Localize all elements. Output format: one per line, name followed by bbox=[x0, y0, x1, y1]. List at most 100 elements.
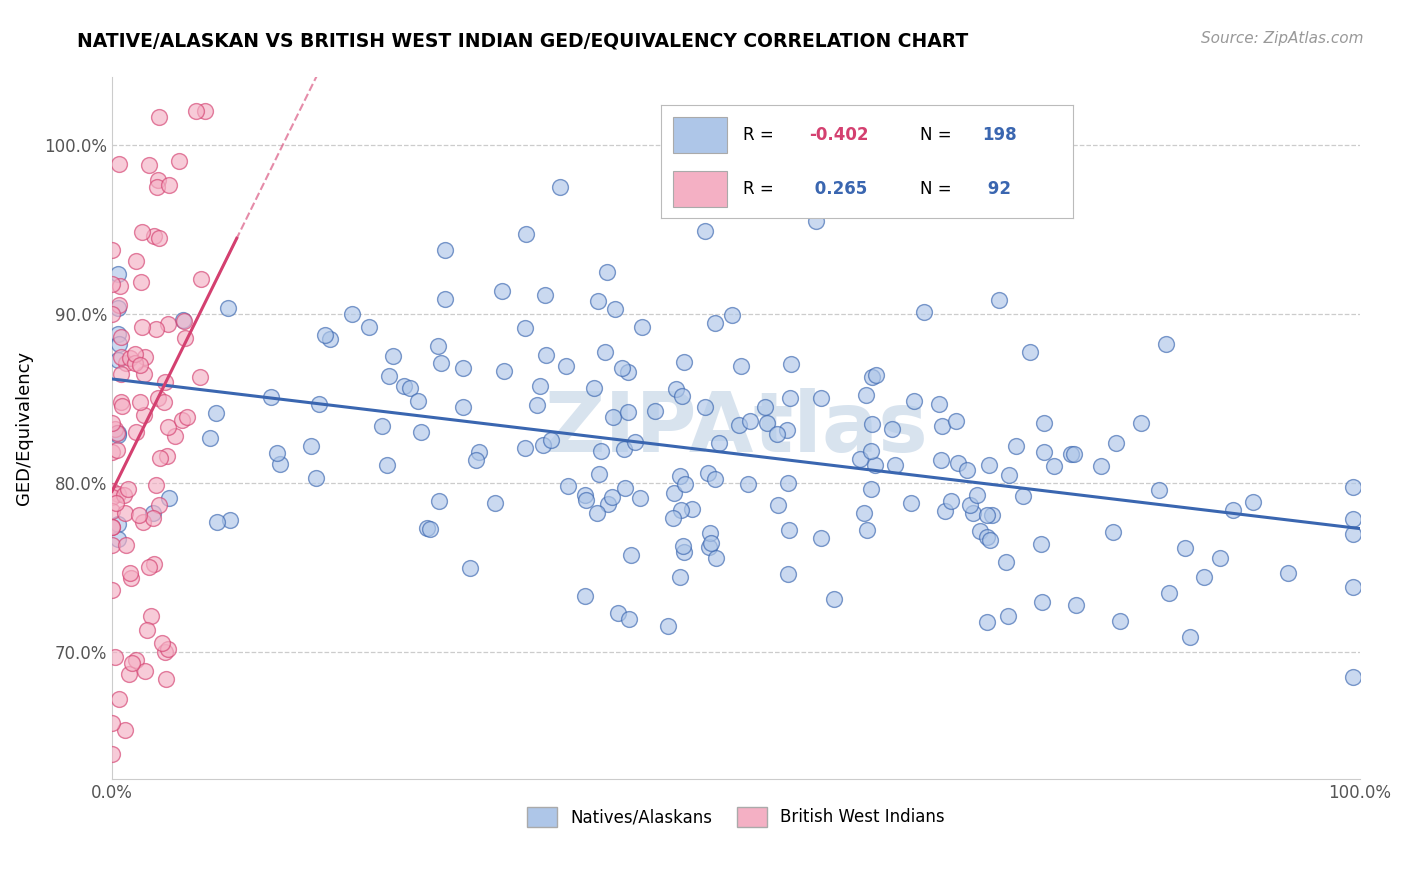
Point bbox=[900, 496, 922, 510]
Point bbox=[148, 498, 170, 512]
Point bbox=[134, 350, 156, 364]
Point bbox=[134, 664, 156, 678]
Point bbox=[104, 496, 127, 510]
Point bbox=[110, 351, 132, 365]
Point bbox=[146, 392, 169, 406]
Point bbox=[1154, 336, 1177, 351]
Point bbox=[146, 173, 169, 187]
Point bbox=[707, 436, 730, 450]
Point bbox=[104, 649, 127, 664]
Point bbox=[260, 390, 283, 404]
Point bbox=[1241, 495, 1264, 509]
Point bbox=[859, 444, 882, 458]
Point bbox=[721, 308, 744, 322]
Point bbox=[602, 410, 624, 425]
Point bbox=[673, 545, 696, 559]
Point bbox=[997, 608, 1019, 623]
Point bbox=[810, 531, 832, 545]
Point bbox=[484, 496, 506, 510]
Point bbox=[172, 413, 194, 427]
Point bbox=[145, 478, 167, 492]
Point bbox=[1341, 580, 1364, 594]
Point bbox=[586, 506, 609, 520]
Point bbox=[941, 494, 963, 508]
Point bbox=[458, 561, 481, 575]
Point bbox=[107, 487, 129, 501]
Point bbox=[104, 422, 127, 436]
Point bbox=[156, 449, 179, 463]
Point bbox=[665, 382, 688, 396]
Point bbox=[624, 435, 647, 450]
Point bbox=[979, 533, 1001, 548]
Point bbox=[962, 507, 984, 521]
Point bbox=[173, 314, 195, 328]
Point bbox=[266, 446, 288, 460]
Point bbox=[776, 423, 799, 437]
Point bbox=[342, 308, 364, 322]
Point bbox=[668, 570, 690, 584]
Point bbox=[998, 468, 1021, 483]
Point bbox=[494, 364, 516, 378]
Point bbox=[614, 481, 637, 495]
Point bbox=[269, 457, 291, 471]
Point bbox=[1341, 512, 1364, 526]
Point bbox=[810, 391, 832, 405]
Point bbox=[132, 516, 155, 530]
Point bbox=[398, 381, 420, 395]
Point bbox=[693, 224, 716, 238]
Point bbox=[128, 395, 150, 409]
Point bbox=[987, 293, 1010, 307]
Point bbox=[131, 225, 153, 239]
Point bbox=[860, 417, 883, 431]
Point bbox=[101, 416, 124, 430]
Point bbox=[136, 623, 159, 637]
Point bbox=[128, 508, 150, 522]
Point bbox=[804, 214, 827, 228]
Point bbox=[554, 359, 576, 373]
Text: Source: ZipAtlas.com: Source: ZipAtlas.com bbox=[1201, 31, 1364, 46]
Point bbox=[125, 254, 148, 268]
Point bbox=[582, 381, 605, 395]
Point bbox=[779, 391, 801, 405]
Point bbox=[534, 288, 557, 302]
Point bbox=[612, 360, 634, 375]
Point bbox=[704, 316, 727, 330]
Point bbox=[101, 307, 124, 321]
Point bbox=[699, 526, 721, 541]
Point bbox=[1277, 566, 1299, 581]
Point bbox=[148, 231, 170, 245]
Point bbox=[589, 444, 612, 458]
Point bbox=[101, 490, 124, 504]
Point bbox=[131, 320, 153, 334]
Point bbox=[1033, 444, 1056, 458]
Point bbox=[966, 488, 988, 502]
Point bbox=[157, 178, 180, 193]
Point bbox=[217, 301, 239, 315]
Point bbox=[1032, 416, 1054, 430]
Point bbox=[912, 305, 935, 319]
Point bbox=[929, 453, 952, 467]
Point bbox=[602, 490, 624, 504]
Point bbox=[574, 488, 596, 502]
Point bbox=[129, 358, 152, 372]
Point bbox=[1174, 541, 1197, 556]
Point bbox=[149, 451, 172, 466]
Point bbox=[727, 418, 749, 433]
Point bbox=[101, 444, 124, 458]
Point bbox=[172, 312, 194, 326]
Point bbox=[865, 368, 887, 382]
Point bbox=[588, 467, 610, 481]
Point bbox=[704, 472, 727, 486]
Point bbox=[150, 636, 173, 650]
Point bbox=[1018, 345, 1040, 359]
Point bbox=[596, 264, 619, 278]
Point bbox=[1029, 537, 1052, 551]
Point bbox=[121, 656, 143, 670]
Point bbox=[145, 180, 167, 194]
Point bbox=[107, 337, 129, 351]
Point bbox=[931, 419, 953, 434]
Point bbox=[174, 331, 197, 345]
Point bbox=[1208, 551, 1230, 566]
Point bbox=[695, 401, 717, 415]
Point bbox=[945, 415, 967, 429]
